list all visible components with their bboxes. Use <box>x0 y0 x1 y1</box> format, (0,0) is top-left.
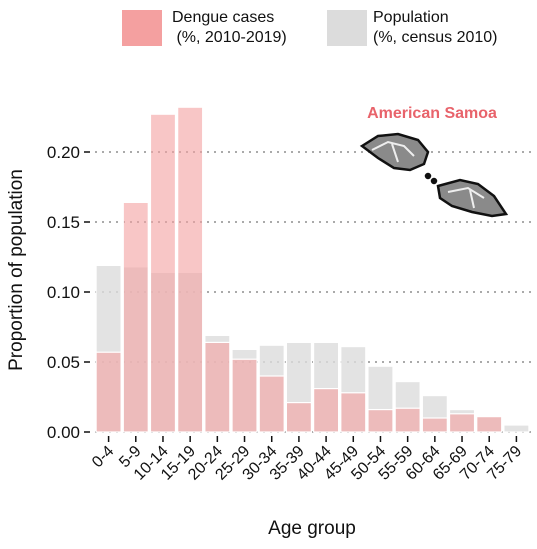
y-tick-label: 0.10 <box>47 283 80 302</box>
island-detail <box>447 186 485 209</box>
bar <box>258 375 285 433</box>
island-detail <box>371 140 415 163</box>
bar <box>95 351 122 433</box>
x-axis-title: Age group <box>268 518 356 539</box>
y-tick-label: 0.15 <box>47 213 80 232</box>
legend-swatch <box>122 10 162 46</box>
bar <box>476 416 503 433</box>
bar <box>421 417 448 433</box>
bar <box>394 407 421 433</box>
bar <box>340 392 367 433</box>
y-tick-label: 0.20 <box>47 143 80 162</box>
islet <box>430 177 438 185</box>
y-tick-label: 0.00 <box>47 423 80 442</box>
map <box>359 132 509 218</box>
legend-swatch <box>327 10 367 46</box>
bar <box>503 424 530 433</box>
bar <box>149 113 177 433</box>
x-tick-label: 0-4 <box>89 443 117 471</box>
y-axis-title: Proportion of population <box>6 169 27 371</box>
map-title: American Samoa <box>367 105 497 122</box>
bar <box>231 358 258 433</box>
bar <box>312 388 340 433</box>
islet <box>424 172 432 180</box>
bar <box>285 402 313 433</box>
legend-label: Population (%, census 2010) <box>373 9 498 46</box>
bar <box>448 413 476 433</box>
y-tick-label: 0.05 <box>47 353 80 372</box>
legend-label: Dengue cases (%, 2010-2019) <box>172 9 287 46</box>
bar <box>122 201 149 433</box>
bar <box>367 409 394 433</box>
bar <box>177 106 204 433</box>
bar <box>204 341 231 433</box>
